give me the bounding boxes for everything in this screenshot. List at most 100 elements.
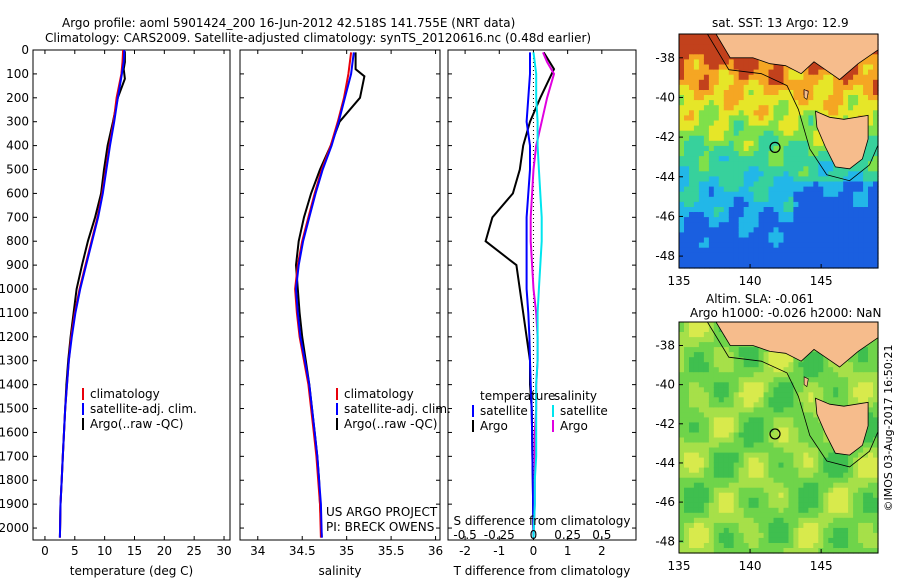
map-cell (758, 130, 765, 137)
map-cell (848, 477, 854, 484)
map-cell (863, 442, 869, 449)
map-cell (773, 502, 780, 509)
map-cell (763, 105, 770, 111)
map-cell (798, 387, 804, 393)
map-cell (763, 382, 770, 388)
map-cell (718, 457, 725, 464)
map-cell (778, 186, 785, 193)
map-cell (743, 181, 750, 188)
map-cell (773, 90, 780, 96)
map-cell (828, 171, 834, 177)
map-cell (723, 362, 730, 368)
map-cell (783, 412, 790, 418)
map-cell (773, 427, 780, 434)
map-cell (698, 201, 705, 208)
map-cell (743, 487, 750, 494)
map-cell (838, 262, 844, 269)
map-cell (798, 232, 804, 239)
map-cell (823, 242, 829, 249)
map-cell (818, 352, 824, 358)
map-cell (713, 543, 720, 549)
map-cell (768, 90, 775, 96)
map-cell (843, 207, 849, 213)
map-cell (783, 432, 790, 439)
map-cell (763, 537, 770, 544)
map-cell (803, 397, 809, 403)
map-cell (728, 462, 735, 469)
map-cell (863, 372, 869, 378)
map-cell (768, 422, 775, 428)
map-cell (728, 422, 735, 428)
map-cell (738, 352, 745, 358)
map-cell (838, 467, 844, 474)
map-cell (748, 517, 755, 524)
map-cell (773, 171, 780, 177)
map-cell (763, 115, 770, 122)
map-cell (703, 252, 710, 259)
map-cell (818, 422, 824, 428)
map-cell (803, 357, 809, 363)
map-cell (728, 397, 735, 403)
map-cell (863, 382, 869, 388)
map-cell (773, 512, 780, 519)
map-cell (748, 537, 755, 544)
map-cell (788, 427, 795, 434)
map-cell (738, 522, 745, 529)
map-cell (798, 442, 804, 449)
map-cell (753, 537, 760, 544)
map-cell (848, 522, 854, 529)
map-cell (763, 517, 770, 524)
map-cell (738, 191, 745, 198)
map-cell (808, 181, 814, 188)
map-cell (738, 110, 745, 116)
map-cell (793, 161, 799, 167)
map-cell (689, 176, 695, 183)
map-cell (698, 387, 705, 393)
map-cell (793, 502, 799, 509)
map-cell (813, 532, 819, 539)
map-cell (689, 377, 695, 383)
map-y-tick-label: -38 (655, 338, 675, 352)
map-cell (858, 372, 864, 378)
map-cell (718, 125, 725, 132)
map-cell (738, 502, 745, 509)
map-cell (743, 372, 750, 378)
map-cell (813, 262, 819, 269)
map-cell (803, 507, 809, 514)
map-cell (798, 90, 804, 96)
map-cell (728, 477, 735, 484)
map-cell (693, 337, 700, 343)
map-cell (689, 402, 695, 408)
map-cell (803, 100, 809, 106)
map-cell (698, 212, 705, 218)
x-tick-label: 15 (127, 544, 142, 558)
map-cell (713, 447, 720, 454)
map-cell (763, 507, 770, 514)
map-cell (693, 517, 700, 524)
map-cell (778, 487, 785, 494)
map-cell (868, 407, 874, 413)
map-cell (858, 477, 864, 484)
map-cell (778, 532, 785, 539)
map-cell (748, 402, 755, 408)
map-cell (689, 95, 695, 101)
map-cell (773, 212, 780, 218)
map-cell (679, 227, 685, 233)
map-cell (748, 452, 755, 459)
map-cell (698, 512, 705, 519)
map-cell (748, 84, 755, 91)
map-cell (763, 437, 770, 444)
series-line (294, 52, 355, 538)
map-cell (858, 467, 864, 474)
map-cell (873, 161, 879, 167)
map-cell (713, 34, 720, 40)
map-cell (684, 367, 690, 373)
map-cell (758, 437, 765, 444)
map-cell (723, 161, 730, 167)
map-cell (723, 512, 730, 519)
map-cell (803, 432, 809, 439)
map-cell (868, 105, 874, 111)
map-cell (758, 442, 765, 449)
map-cell (708, 79, 715, 86)
